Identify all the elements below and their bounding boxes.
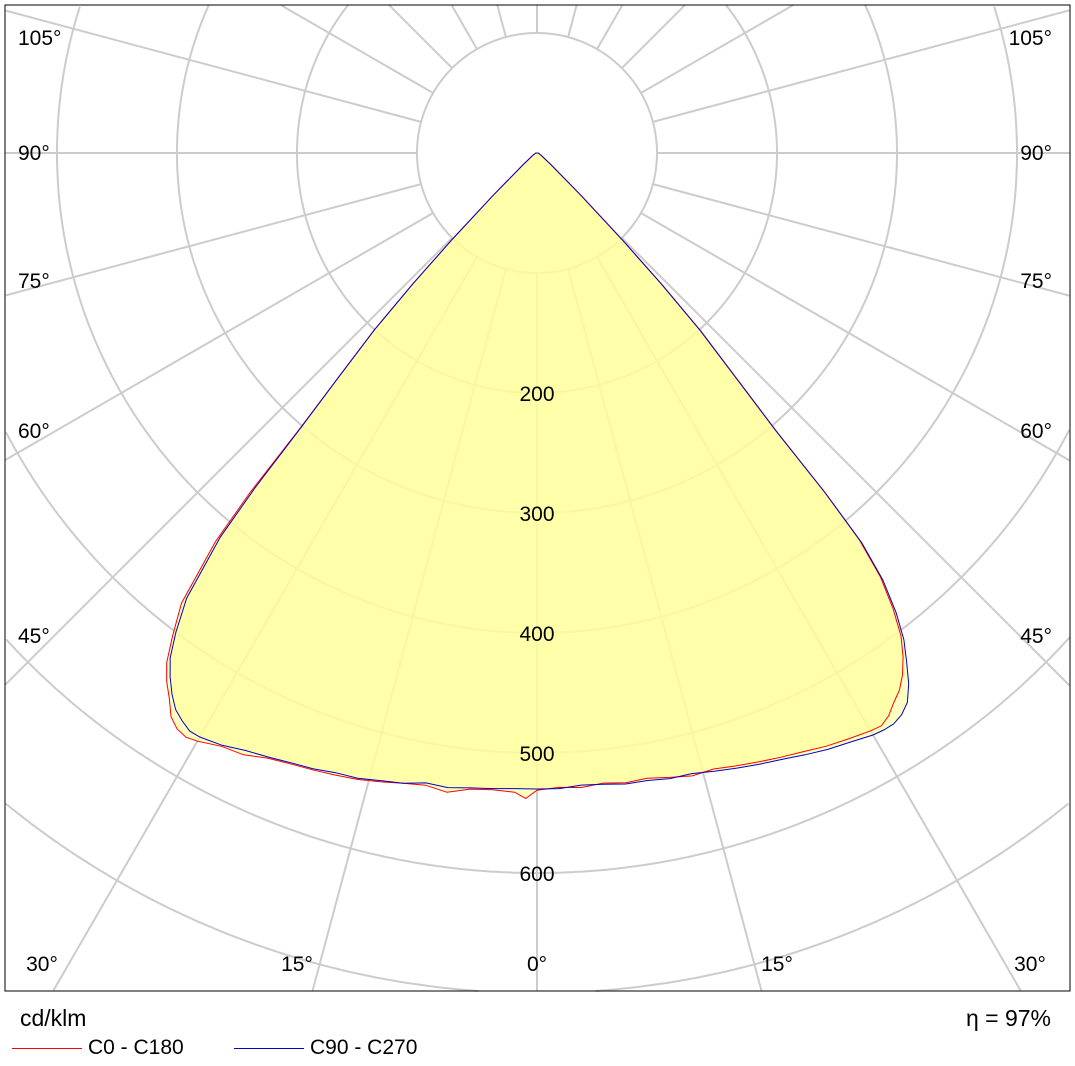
grid-circle	[5, 636, 1071, 874]
radial-tick-label: 600	[519, 863, 554, 886]
angle-label-bottom: 30°	[26, 953, 58, 976]
grid-spoke	[281, 4, 434, 94]
angle-label-right: 90°	[1020, 142, 1052, 165]
legend-item-c90: C90 - C270	[234, 1036, 417, 1060]
radial-tick-label: 400	[519, 623, 554, 646]
grid-spoke	[4, 212, 434, 461]
angle-label-right: 75°	[1020, 270, 1052, 293]
grid-spoke	[496, 4, 507, 38]
legend-line-blue	[234, 1047, 304, 1049]
angle-label-right: 60°	[1020, 420, 1052, 443]
angle-label-bottom: 0°	[527, 953, 547, 976]
angle-label-left: 105°	[18, 27, 61, 50]
legend-item-c0: C0 - C180	[12, 1036, 184, 1060]
legend-line-red	[12, 1047, 82, 1049]
radial-tick-label: 300	[519, 503, 554, 526]
angle-label-right: 105°	[1009, 27, 1052, 50]
grid-spoke	[596, 5, 623, 50]
intensity-curves	[166, 152, 910, 800]
unit-label: cd/klm	[20, 1005, 87, 1031]
intensity-fill	[170, 153, 909, 789]
series-line-1	[169, 152, 910, 790]
grid-circle	[4, 802, 1070, 992]
grid-spoke	[621, 4, 686, 69]
grid-spoke	[5, 9, 422, 123]
efficiency-label: η = 97%	[965, 1005, 1051, 1031]
radial-tick-label: 500	[519, 743, 554, 766]
grid-spoke	[640, 212, 1071, 462]
grid-spoke	[4, 237, 453, 686]
legend-label: C90 - C270	[310, 1036, 418, 1059]
legend-label: C0 - C180	[88, 1036, 184, 1059]
grid-spoke	[621, 237, 1071, 687]
grid-spoke	[451, 5, 478, 50]
angle-label-left: 45°	[18, 625, 50, 648]
grid-spoke	[652, 9, 1070, 123]
grid-spoke	[640, 4, 794, 94]
axis-labels: 200 300 400 500 600 105° 105° 90° 90° 75° 75° 60° 60…	[18, 27, 1052, 976]
radial-tick-label: 200	[519, 383, 554, 406]
angle-label-left: 60°	[18, 420, 50, 443]
angle-label-bottom: 15°	[761, 953, 793, 976]
grid-spoke	[388, 4, 453, 69]
angle-label-left: 75°	[18, 270, 50, 293]
angle-label-bottom: 15°	[281, 953, 313, 976]
angle-label-bottom: 30°	[1014, 953, 1046, 976]
plot-frame	[4, 4, 1071, 992]
grid-spoke	[5, 183, 422, 297]
grid-spoke	[567, 4, 578, 38]
angle-label-left: 90°	[18, 142, 50, 165]
angle-label-right: 45°	[1020, 625, 1052, 648]
grid-spoke	[652, 183, 1070, 297]
